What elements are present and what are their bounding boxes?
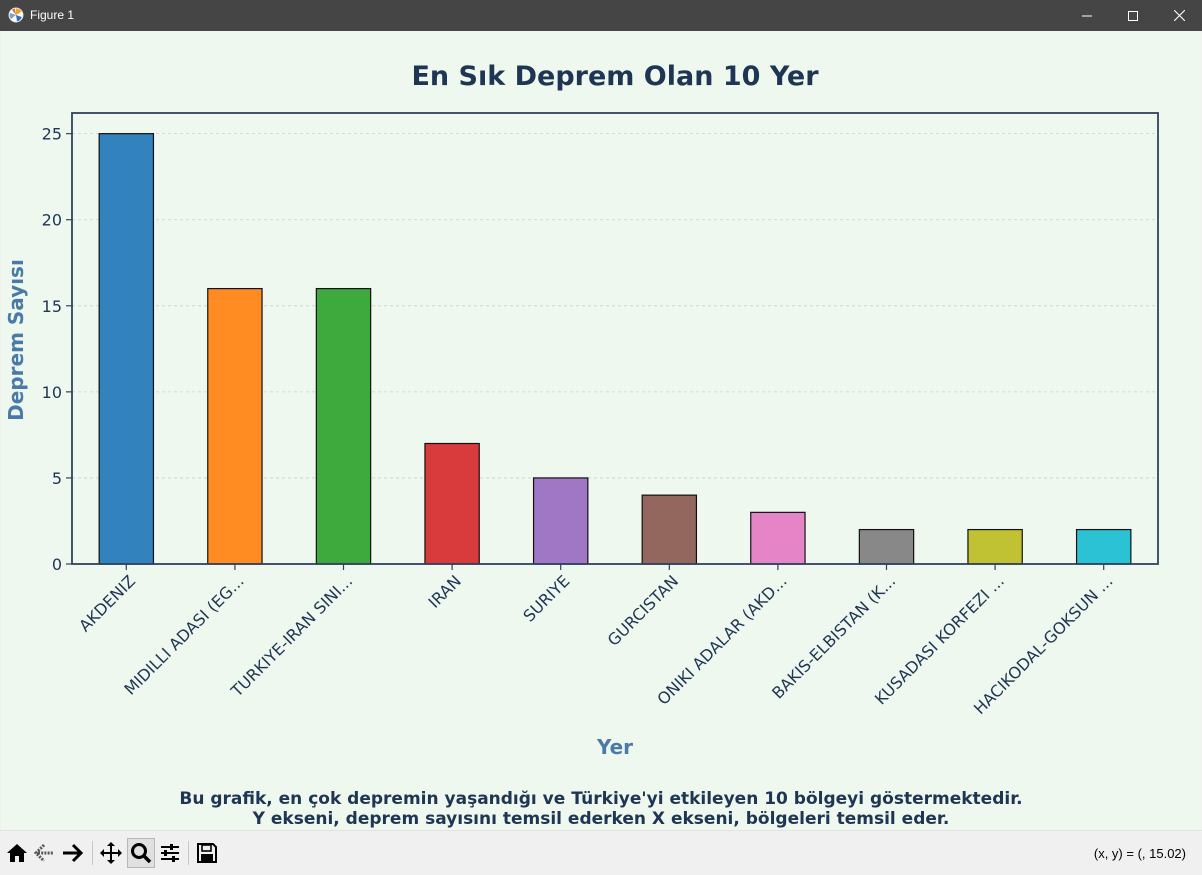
- bar: [858, 528, 915, 565]
- cursor-coordinates: (x, y) = (, 15.02): [1093, 846, 1186, 861]
- back-icon: [34, 843, 54, 863]
- save-icon: [197, 843, 217, 863]
- y-tick-label: 0: [52, 555, 62, 574]
- toolbar-separator: [188, 841, 189, 865]
- bar: [315, 287, 372, 565]
- home-button[interactable]: [3, 838, 31, 868]
- caption-line-2: Y ekseni, deprem sayısını temsil ederken…: [252, 809, 950, 829]
- save-button[interactable]: [193, 838, 221, 868]
- back-button[interactable]: [31, 838, 59, 868]
- forward-icon: [63, 843, 83, 863]
- y-tick-label: 5: [52, 469, 62, 488]
- bar: [1075, 528, 1132, 565]
- y-tick-label: 15: [42, 297, 62, 316]
- figure-canvas[interactable]: 0 5 10 15 20 25 AKDENIZ MIDILLI ADASI (EG... TUR…: [1, 31, 1201, 830]
- configure-subplots-icon: [161, 844, 179, 862]
- caption-line-1: Bu grafik, en çok depremin yaşandığı ve …: [179, 789, 1023, 809]
- close-icon: [1173, 10, 1185, 21]
- matplotlib-icon: [8, 7, 24, 23]
- bar: [532, 477, 589, 565]
- x-tick-label: MIDILLI ADASI (EG...: [120, 571, 247, 698]
- zoom-button[interactable]: [127, 838, 155, 868]
- pan-icon: [100, 842, 122, 864]
- y-tick-label: 10: [42, 383, 62, 402]
- axes-frame: [71, 112, 1159, 565]
- bar: [207, 287, 263, 565]
- minimize-icon: [1082, 15, 1092, 16]
- x-tick-label: SURIYE: [519, 571, 573, 625]
- toolbar-separator: [92, 841, 93, 865]
- bar: [98, 133, 155, 565]
- x-tick-label: AKDENIZ: [75, 571, 139, 635]
- home-icon: [7, 844, 27, 862]
- forward-button[interactable]: [58, 838, 86, 868]
- maximize-button[interactable]: [1110, 0, 1156, 31]
- navigation-toolbar: (x, y) = (, 15.02): [0, 830, 1202, 875]
- y-tick-label: 25: [42, 125, 62, 144]
- x-tick-label: BAKIS-ELBISTAN (K...: [768, 571, 899, 702]
- pan-button[interactable]: [97, 838, 125, 868]
- bar: [641, 494, 698, 565]
- x-tick-label: IRAN: [425, 571, 465, 611]
- x-tick-label: TURKIYE-IRAN SINI...: [227, 571, 357, 701]
- bar: [424, 442, 480, 565]
- chart-title: En Sık Deprem Olan 10 Yer: [411, 61, 819, 92]
- x-axis-label: Yer: [596, 735, 633, 759]
- window-title: Figure 1: [30, 8, 75, 22]
- x-tick-label: GURCISTAN: [604, 571, 682, 649]
- bar: [750, 511, 806, 565]
- bar: [967, 528, 1023, 565]
- y-axis-label: Deprem Sayısı: [4, 259, 28, 421]
- y-tick-label: 20: [42, 211, 62, 230]
- configure-subplots-button[interactable]: [156, 838, 184, 868]
- close-button[interactable]: [1156, 0, 1202, 31]
- window-titlebar: Figure 1: [0, 0, 1202, 31]
- zoom-icon: [131, 843, 152, 864]
- maximize-icon: [1128, 10, 1138, 21]
- minimize-button[interactable]: [1064, 0, 1110, 31]
